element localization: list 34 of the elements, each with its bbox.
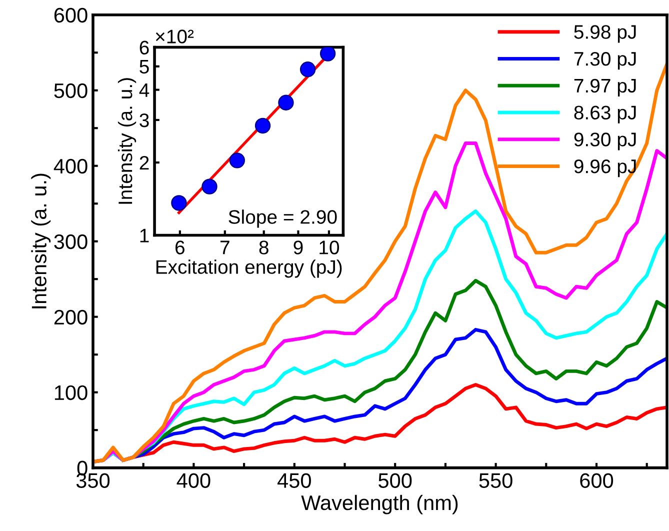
- x-tick-label: 7: [220, 240, 230, 254]
- y-tick-label: 4: [139, 83, 150, 97]
- legend-label: 5.98 pJ: [574, 25, 636, 43]
- x-tick-label: 450: [277, 473, 311, 488]
- x-tick-label: 8: [259, 240, 268, 254]
- y-tick-label: 600: [54, 8, 88, 23]
- legend-label: 7.30 pJ: [574, 52, 636, 70]
- x-tick-label: 6: [176, 240, 184, 254]
- y-tick-label: 100: [54, 385, 88, 400]
- x-tick-label: 600: [580, 473, 614, 488]
- x-tick-label: 500: [378, 473, 412, 488]
- x-tick-label: 550: [479, 473, 512, 488]
- x-tick-label: 400: [176, 473, 210, 488]
- y-tick-label: 500: [54, 83, 88, 98]
- y-tick-label: 3: [140, 113, 149, 128]
- line-series: [121, 278, 667, 462]
- y-axis-title: Intensity (a. u.): [31, 174, 51, 308]
- x-tick-label: 9: [294, 240, 303, 254]
- x-tick-label: 10: [320, 240, 340, 254]
- y-tick-label: 6: [140, 40, 149, 54]
- y-tick-label: 400: [54, 158, 88, 174]
- x-axis-title: Wavelength (nm): [301, 494, 458, 514]
- y-tick-label: 300: [54, 234, 88, 250]
- legend-label: 7.97 pJ: [574, 78, 636, 96]
- y-tick-label: 1: [140, 228, 149, 242]
- legend-label: 8.63 pJ: [574, 106, 636, 124]
- y-tick-label: 5: [140, 60, 149, 74]
- y-tick-label: 2: [140, 156, 149, 170]
- x-axis-title: Excitation energy (pJ): [156, 260, 342, 278]
- y-tick-label: 200: [54, 310, 88, 325]
- annotation: Slope = 2.90: [228, 210, 337, 228]
- y-axis-title: Intensity (a. u.): [118, 78, 136, 204]
- annotation: ×10²: [156, 30, 194, 44]
- legend-label: 9.30 pJ: [574, 132, 636, 150]
